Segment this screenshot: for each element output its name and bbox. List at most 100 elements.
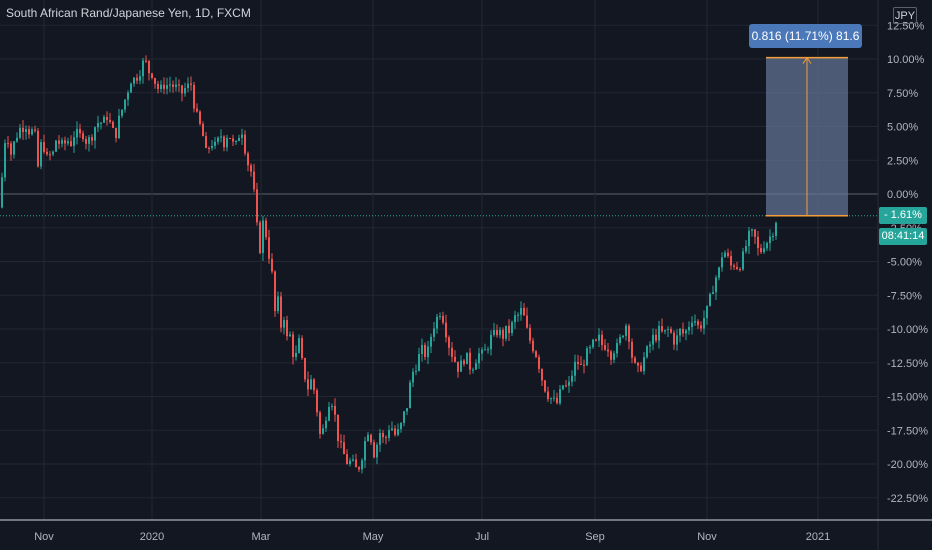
candle-up [220, 136, 222, 138]
candle-down [109, 119, 111, 122]
candle-down [250, 165, 252, 172]
candle-down [229, 138, 231, 140]
candle-down [292, 334, 294, 357]
candle-down [454, 356, 456, 362]
candles [0, 55, 878, 474]
candle-up [742, 251, 744, 270]
candle-up [262, 220, 264, 254]
candle-up [397, 429, 399, 435]
candle-down [181, 85, 183, 94]
candle-up [130, 83, 132, 93]
candle-down [43, 142, 45, 152]
candle-up [715, 277, 717, 293]
candle-down [280, 296, 282, 328]
y-tick-label: 2.50% [887, 155, 918, 167]
candle-down [319, 412, 321, 434]
candle-up [376, 444, 378, 458]
candle-down [358, 467, 360, 470]
candle-up [517, 314, 519, 316]
candle-up [211, 145, 213, 149]
candle-up [481, 349, 483, 354]
candle-up [415, 370, 417, 372]
candle-up [97, 122, 99, 128]
measure-tool[interactable] [766, 56, 848, 217]
candle-up [574, 361, 576, 376]
candle-down [343, 442, 345, 455]
y-tick-label: -22.50% [887, 493, 928, 505]
candle-down [595, 339, 597, 341]
candle-down [244, 134, 246, 154]
candle-down [148, 60, 150, 74]
candle-up [520, 307, 522, 315]
y-tick-label: -15.00% [887, 392, 928, 404]
candle-up [61, 140, 63, 144]
candle-up [283, 320, 285, 328]
candle-up [217, 137, 219, 142]
candle-down [154, 78, 156, 84]
candle-up [403, 411, 405, 423]
candle-down [670, 328, 672, 333]
candle-down [337, 414, 339, 442]
candle-up [406, 408, 408, 412]
candle-down [556, 397, 558, 404]
candle-up [277, 296, 279, 312]
candle-down [46, 151, 48, 155]
candle-up [490, 334, 492, 350]
candle-up [400, 422, 402, 430]
candle-down [736, 266, 738, 269]
candle-down [316, 390, 318, 413]
countdown-badge: 08:41:14 [879, 228, 927, 245]
candle-down [457, 361, 459, 372]
candle-up [427, 346, 429, 358]
candle-up [592, 339, 594, 348]
candle-down [442, 315, 444, 323]
grid [0, 0, 878, 520]
candle-down [541, 369, 543, 381]
candle-up [418, 354, 420, 371]
candle-up [73, 137, 75, 146]
currency-button[interactable]: JPY [893, 7, 917, 24]
candle-up [175, 84, 177, 88]
candle-down [634, 357, 636, 363]
candle-down [37, 130, 39, 167]
candle-down [271, 258, 273, 272]
candle-down [34, 129, 36, 131]
candle-up [127, 92, 129, 100]
candle-up [88, 137, 90, 144]
candle-down [526, 315, 528, 328]
candle-down [523, 307, 525, 316]
candle-up [652, 334, 654, 345]
candle-down [49, 154, 51, 156]
candle-down [64, 140, 66, 144]
candle-down [28, 129, 30, 135]
measure-label: 0.816 (11.71%) 81.6 [749, 24, 862, 48]
candle-down [631, 341, 633, 358]
candle-up [475, 363, 477, 370]
candle-up [16, 137, 18, 142]
candle-down [382, 432, 384, 438]
candle-down [355, 459, 357, 468]
measure-arrow-head [802, 56, 812, 64]
candle-up [67, 141, 69, 144]
y-tick-label: 10.00% [887, 54, 925, 66]
candle-down [334, 406, 336, 415]
last-change-badge: - 1.61% [879, 207, 927, 224]
candle-up [622, 335, 624, 338]
candle-up [412, 371, 414, 383]
candle-up [706, 305, 708, 319]
candle-up [643, 357, 645, 372]
candle-up [676, 335, 678, 345]
y-tick-label: 7.50% [887, 88, 918, 100]
candle-up [598, 334, 600, 341]
candle-down [202, 123, 204, 137]
candle-down [301, 338, 303, 359]
candle-up [124, 99, 126, 110]
candle-down [640, 365, 642, 372]
candle-up [361, 460, 363, 470]
candle-up [625, 325, 627, 336]
candle-up [484, 349, 486, 351]
y-tick-label: -10.00% [887, 324, 928, 336]
candle-up [331, 406, 333, 408]
